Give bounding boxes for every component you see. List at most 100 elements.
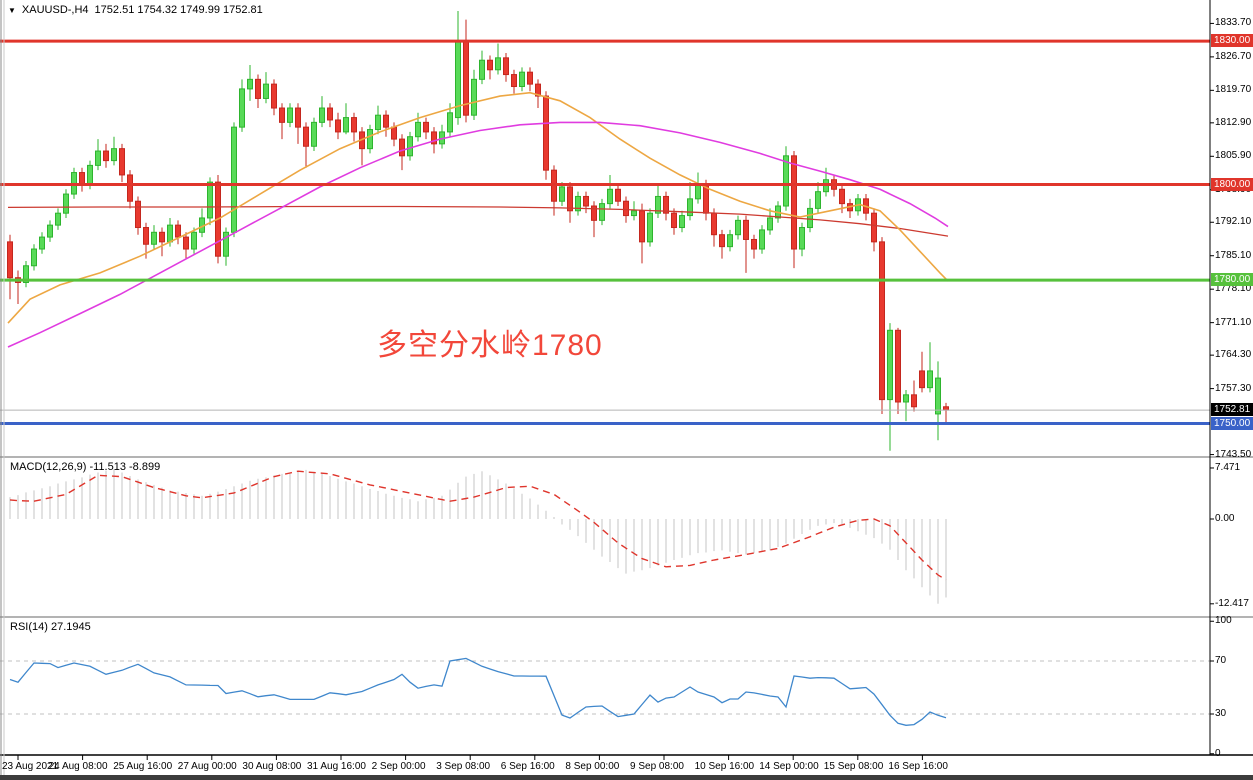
- candle-body: [799, 227, 805, 250]
- candle-body: [511, 74, 517, 88]
- candle-body: [447, 112, 453, 133]
- candle-body: [23, 265, 29, 283]
- price-axis-label: 1833.70: [1215, 17, 1252, 29]
- candle-body: [807, 207, 813, 229]
- time-axis-label[interactable]: 23 Aug 2021: [2, 761, 59, 772]
- rsi-line: [9, 657, 947, 726]
- candle-body: [231, 126, 237, 233]
- candle-body: [663, 195, 669, 214]
- time-axis-label[interactable]: 31 Aug 16:00: [307, 761, 366, 772]
- candle-body: [575, 195, 581, 212]
- time-axis-label[interactable]: 25 Aug 16:00: [113, 761, 173, 772]
- candle-body: [887, 329, 893, 401]
- candle-body: [623, 200, 629, 217]
- candle-body: [647, 212, 653, 243]
- candle-body: [719, 234, 725, 248]
- candle-body: [279, 107, 285, 123]
- candle-body: [727, 234, 733, 248]
- price-axis-label: 1805.90: [1215, 150, 1252, 162]
- price-axis-label: 1826.70: [1215, 50, 1252, 62]
- candle-body: [607, 188, 613, 205]
- candle-body: [751, 238, 757, 250]
- candle-body: [119, 148, 125, 176]
- symbol-period-label: XAUUSD-,H4: [21, 4, 89, 16]
- time-axis-label[interactable]: 27 Aug 00:00: [177, 761, 237, 772]
- window-bottom-edge: [0, 775, 1253, 780]
- candle-body: [151, 231, 157, 245]
- candle-body: [31, 248, 37, 267]
- candle-body: [567, 186, 573, 212]
- ma-mid-line: [7, 121, 949, 348]
- candle-body: [711, 212, 717, 236]
- candle-body: [399, 138, 405, 157]
- candle-body: [423, 121, 429, 133]
- price-axis-label: 1778.10: [1215, 283, 1252, 295]
- time-axis-label[interactable]: 6 Sep 16:00: [500, 761, 555, 772]
- macd-axis-label: 0.00: [1215, 513, 1235, 524]
- candle-body: [679, 215, 685, 229]
- candle-body: [735, 219, 741, 236]
- rsi-axis-label: 70: [1215, 655, 1227, 666]
- candle-body: [543, 95, 549, 171]
- candle-body: [391, 126, 397, 140]
- candle-body: [319, 107, 325, 123]
- candle-body: [695, 184, 701, 200]
- price-axis-label: 1792.10: [1215, 216, 1252, 228]
- candle-body: [367, 129, 373, 150]
- time-axis-label[interactable]: 8 Sep 00:00: [565, 761, 620, 772]
- time-axis-label[interactable]: 2 Sep 00:00: [371, 761, 426, 772]
- time-axis-label[interactable]: 24 Aug 08:00: [48, 761, 108, 772]
- candle-body: [87, 164, 93, 186]
- macd-signal-line: [9, 470, 947, 581]
- candle-body: [655, 195, 661, 214]
- candle-body: [311, 121, 317, 147]
- time-axis-label[interactable]: 16 Sep 16:00: [888, 761, 948, 772]
- time-axis-label[interactable]: 3 Sep 08:00: [436, 761, 491, 772]
- candle-body: [535, 83, 541, 97]
- ohlc-readout: 1752.51 1754.32 1749.99 1752.81: [94, 4, 263, 16]
- candle-body: [327, 107, 333, 121]
- macd-indicator-label: MACD(12,26,9) -11.513 -8.899: [10, 461, 161, 473]
- time-axis-label[interactable]: 14 Sep 00:00: [759, 761, 819, 772]
- candle-body: [47, 224, 53, 238]
- candle-body: [7, 241, 13, 279]
- candle-body: [415, 121, 421, 138]
- candle-body: [687, 198, 693, 217]
- time-axis-label[interactable]: 15 Sep 08:00: [823, 761, 884, 772]
- candle-body: [303, 126, 309, 147]
- ma-fast-line: [7, 91, 949, 324]
- candle-body: [903, 394, 909, 403]
- ma-slow-line: [7, 205, 949, 237]
- symbol-header: ▼ XAUUSD-,H4 1752.51 1754.32 1749.99 175…: [8, 4, 263, 16]
- candle-body: [871, 212, 877, 243]
- candle-body: [559, 186, 565, 202]
- dropdown-triangle-icon[interactable]: ▼: [8, 5, 16, 15]
- candle-body: [599, 203, 605, 221]
- price-level-flag: 1780.00: [1211, 273, 1253, 287]
- candle-body: [111, 148, 117, 162]
- macd-axis-label: -12.417: [1215, 597, 1249, 609]
- price-level-flag: 1830.00: [1211, 34, 1253, 48]
- candle-body: [503, 57, 509, 76]
- candle-body: [247, 78, 253, 90]
- candle-body: [743, 219, 749, 240]
- candle-body: [207, 181, 213, 219]
- candle-body: [127, 174, 133, 202]
- candle-body: [223, 231, 229, 257]
- candle-body: [783, 155, 789, 207]
- candle-body: [495, 57, 501, 71]
- candle-body: [351, 117, 357, 133]
- candle-body: [191, 231, 197, 250]
- time-axis-label[interactable]: 30 Aug 08:00: [242, 761, 302, 772]
- candle-body: [255, 78, 261, 99]
- candle-body: [839, 188, 845, 205]
- time-axis-label[interactable]: 10 Sep 16:00: [694, 761, 755, 772]
- candle-body: [615, 188, 621, 202]
- candle-body: [159, 231, 165, 243]
- candle-body: [759, 229, 765, 250]
- time-axis-label[interactable]: 9 Sep 08:00: [630, 761, 684, 772]
- price-axis-label: 1785.10: [1215, 249, 1252, 261]
- rsi-axis-label: 100: [1215, 615, 1232, 627]
- rsi-indicator-label: RSI(14) 27.1945: [10, 621, 91, 633]
